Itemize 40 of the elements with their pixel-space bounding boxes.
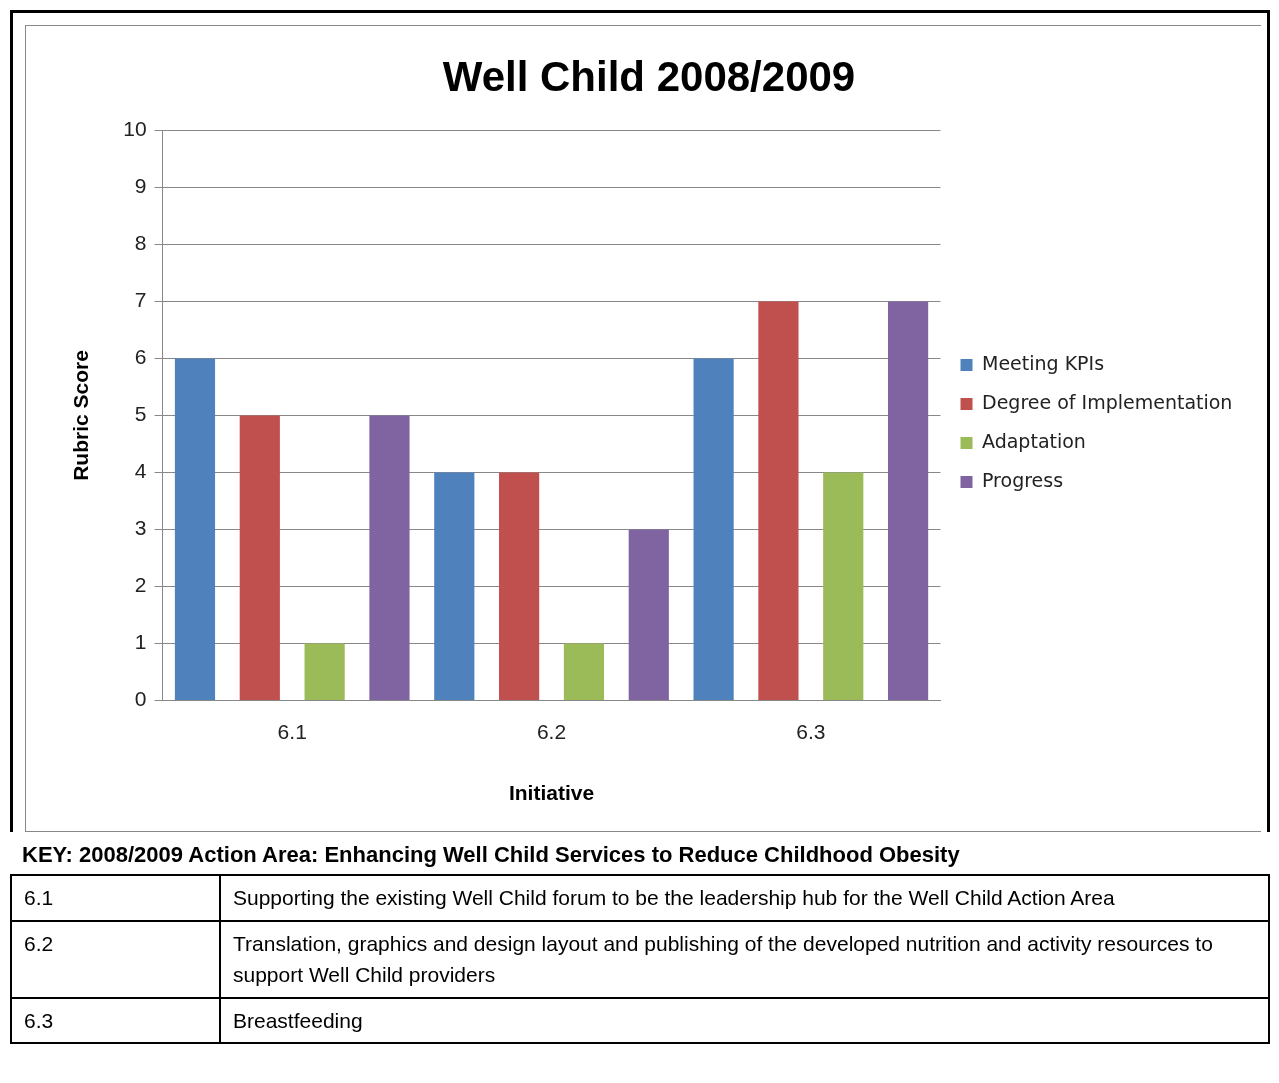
- y-tick-label: 1: [134, 630, 147, 654]
- y-tick-label: 0: [134, 687, 147, 711]
- y-axis-title: Rubric Score: [69, 350, 93, 481]
- chart-title: Well Child 2008/2009: [442, 52, 856, 100]
- bar: [239, 415, 280, 701]
- bar: [304, 643, 345, 701]
- bar: [434, 472, 475, 701]
- bar: [758, 301, 799, 701]
- bar: [628, 529, 669, 701]
- text: 6.2: [11, 920, 220, 998]
- y-tick-label: 5: [134, 402, 147, 426]
- bar: [369, 415, 410, 701]
- y-tick-label: 9: [134, 174, 147, 198]
- y-tick-label: 6: [134, 345, 147, 369]
- legend-label: Adaptation: [982, 429, 1086, 452]
- bar: [823, 472, 864, 701]
- legend-label: Degree of Implementation: [982, 390, 1233, 413]
- legend-label: Meeting KPIs: [982, 351, 1105, 374]
- bar: [174, 358, 216, 701]
- y-tick-label: 8: [134, 231, 147, 255]
- text: 6.1: [11, 875, 220, 921]
- legend-label: Progress: [982, 468, 1064, 491]
- bar: [887, 301, 929, 701]
- x-tick-label: 6.1: [277, 720, 307, 743]
- bar: [499, 472, 540, 701]
- y-tick-label: 7: [134, 288, 147, 312]
- bar: [693, 358, 734, 701]
- text: KEY: 2008/2009 Action Area: Enhancing Well Child Services to Reduce Childhood Obesity: [21, 841, 961, 869]
- text: Translation, graphics and design layout and publishing of the developed nutrition and activity resources to support Well Child providers: [220, 920, 1269, 998]
- y-tick-label: 4: [134, 459, 147, 483]
- text: Breastfeeding: [220, 997, 1269, 1043]
- x-axis-title: Initiative: [508, 781, 595, 805]
- y-tick-label: 3: [134, 516, 147, 540]
- x-tick-label: 6.3: [796, 720, 826, 743]
- x-tick-label: 6.2: [536, 720, 567, 743]
- text: Supporting the existing Well Child forum to be the leadership hub for the Well Child Action Area: [220, 875, 1269, 921]
- bar: [563, 643, 605, 701]
- y-tick-label: 10: [123, 117, 147, 141]
- text: 6.3: [11, 997, 220, 1043]
- y-tick-label: 2: [134, 573, 147, 597]
